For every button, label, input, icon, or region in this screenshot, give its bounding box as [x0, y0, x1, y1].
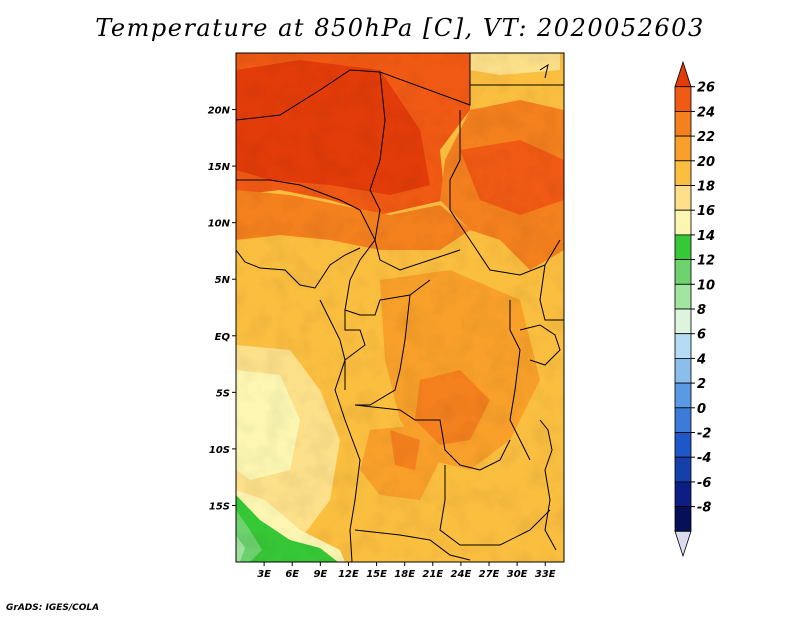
colorbar-segment: [674, 111, 692, 137]
colorbar-label: 18: [697, 180, 715, 195]
lat-tick-label: 15N: [208, 162, 231, 173]
border-congo: [355, 294, 411, 406]
colorbar-segment: [674, 283, 692, 310]
colorbar-segment: [674, 333, 692, 359]
temperature-field: [236, 53, 564, 562]
colorbar-label: 4: [696, 352, 706, 367]
colorbar-segment: [674, 259, 692, 285]
lon-tick-label: 9E: [313, 569, 327, 580]
colorbar-segment: [674, 357, 692, 384]
field-texture: [236, 53, 564, 562]
colorbar-label: -8: [697, 501, 711, 516]
border-great-lakes: [509, 300, 531, 461]
colorbar-segment: [674, 209, 692, 236]
lat-tick-label: 20N: [208, 106, 231, 117]
colorbar-label: 14: [697, 229, 715, 244]
colorbar-label: 10: [697, 278, 715, 293]
colorbar-label: -4: [697, 451, 711, 466]
lon-tick-label: 27E: [479, 569, 500, 580]
colorbar-label: 8: [697, 303, 706, 318]
longitude-axis: 3E 6E 9E 12E 15E 18E 21E 24E 27E 30E 33E: [257, 562, 556, 580]
colorbar-segment: [674, 234, 692, 260]
lon-tick-label: 3E: [257, 569, 271, 580]
lon-tick-label: 24E: [451, 569, 472, 580]
border-namibia: [354, 529, 471, 561]
border-south-sudan: [539, 264, 564, 321]
colorbar-segment: [674, 432, 692, 458]
colorbar-segment: [674, 506, 692, 532]
border-mozambique: [539, 419, 557, 551]
colorbar-label: 12: [697, 254, 715, 269]
colorbar-segment: [674, 86, 692, 112]
map-frame: [235, 52, 565, 563]
border-sahara: [236, 53, 471, 121]
colorbar-segment: [674, 135, 692, 162]
grads-credit: GrADS: IGES/COLA: [6, 603, 100, 613]
lat-tick-label: 5S: [216, 388, 230, 399]
lat-tick-label: 15S: [209, 501, 230, 512]
lat-tick-label: 5N: [215, 275, 231, 286]
lake-victoria: [519, 324, 561, 366]
border-angola-drc: [354, 404, 511, 471]
colorbar-label: 26: [697, 81, 715, 96]
colorbar-label: 6: [697, 328, 706, 343]
colorbar-label: 2: [697, 377, 706, 392]
colorbar-top-triangle: [674, 60, 692, 88]
colorbar-label: 22: [697, 130, 715, 145]
colorbar-segment: [674, 456, 692, 483]
lon-tick-label: 18E: [394, 569, 415, 580]
lat-tick-label: EQ: [215, 332, 231, 343]
colorbar-segment: [674, 160, 692, 186]
colorbar-segment: [674, 481, 692, 507]
lon-tick-label: 15E: [366, 569, 387, 580]
colorbar-label: -2: [697, 427, 711, 442]
colorbar-label: 16: [697, 204, 715, 219]
border-zambia: [439, 465, 551, 546]
lon-tick-label: 6E: [285, 569, 299, 580]
border-cameroon: [344, 239, 431, 316]
coastline-west: [319, 299, 361, 562]
colorbar-bottom-triangle: [674, 530, 692, 558]
lon-tick-label: 30E: [507, 569, 528, 580]
lat-tick-label: 10N: [208, 219, 231, 230]
colorbar-label: -6: [697, 476, 711, 491]
border-sahel: [236, 179, 461, 271]
border-chad-sudan: [449, 110, 561, 276]
latitude-axis: 20N 15N 10N 5N EQ 5S 10S 15S: [208, 106, 236, 512]
border-gabon: [344, 310, 366, 390]
colorbar-segment: [674, 185, 692, 211]
colorbar-label: 0: [697, 402, 706, 417]
map-title: Temperature at 850hPa [C], VT: 202005260…: [95, 14, 705, 42]
map-borders: [236, 53, 564, 562]
coastline-gulf-of-guinea: [236, 247, 361, 289]
colorbar-label: 24: [697, 105, 715, 120]
lon-tick-label: 12E: [338, 569, 359, 580]
lon-tick-label: 33E: [535, 569, 556, 580]
colorbar-segment: [674, 382, 692, 409]
lon-tick-label: 21E: [422, 569, 443, 580]
coastline-red-sea-north: [539, 63, 549, 79]
colorbar-segment: [674, 308, 692, 335]
colorbar-label: 20: [697, 155, 715, 170]
border-niger-chad: [369, 71, 386, 241]
lat-tick-label: 10S: [209, 445, 230, 456]
colorbar-segment: [674, 407, 692, 433]
